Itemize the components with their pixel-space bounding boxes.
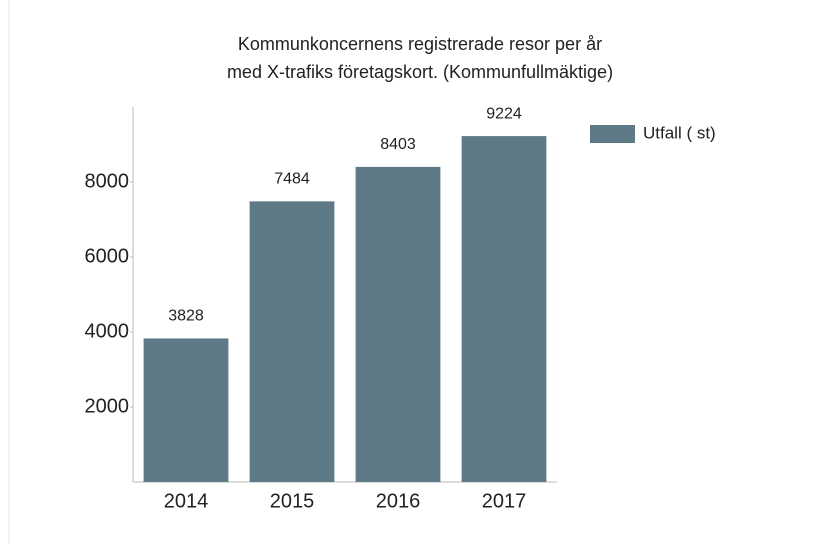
data-label: 7484 — [274, 171, 310, 188]
legend-swatch — [590, 125, 635, 143]
bar — [144, 338, 229, 482]
data-label: 8403 — [380, 136, 416, 153]
y-tick-label: 6000 — [85, 245, 130, 267]
x-tick-label: 2017 — [482, 490, 527, 512]
bar — [250, 201, 335, 482]
chart-title: med X-trafiks företagskort. (Kommunfullm… — [227, 62, 613, 82]
data-label: 3828 — [168, 308, 204, 325]
x-tick-label: 2014 — [164, 490, 209, 512]
chart: Kommunkoncernens registrerade resor per … — [0, 0, 813, 543]
data-label: 9224 — [486, 105, 522, 122]
y-tick-label: 4000 — [85, 320, 130, 342]
bar — [462, 136, 547, 482]
bar — [356, 167, 441, 482]
y-tick-label: 2000 — [85, 395, 130, 417]
x-tick-label: 2015 — [270, 490, 315, 512]
chart-title: Kommunkoncernens registrerade resor per … — [238, 34, 602, 54]
legend-label: Utfall ( st) — [643, 123, 716, 142]
y-tick-label: 8000 — [85, 170, 130, 192]
x-tick-label: 2016 — [376, 490, 421, 512]
